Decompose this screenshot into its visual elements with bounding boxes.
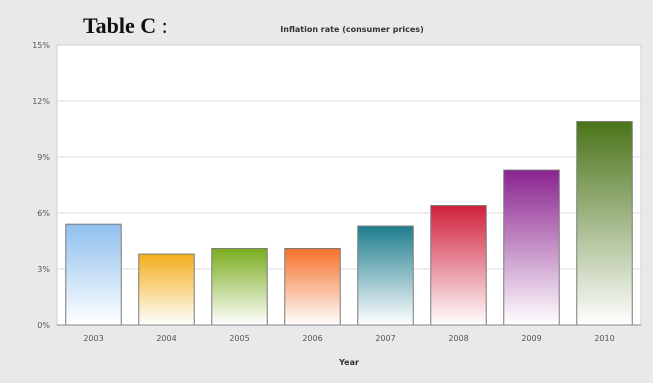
y-tick-label: 15% (32, 41, 50, 50)
y-axis-ticks: 0% 3% 6% 9% 12% 15% (32, 41, 50, 330)
bar-2009 (503, 169, 560, 326)
bars (57, 121, 641, 326)
x-axis-ticks: 2003 2004 2005 2006 2007 2008 2009 2010 (83, 334, 614, 343)
x-tick-label: 2003 (83, 334, 103, 343)
y-tick-label: 6% (37, 209, 50, 218)
x-axis-title: Year (338, 358, 359, 367)
table-label-prefix: Table C (83, 13, 157, 38)
bar-2010 (576, 121, 633, 326)
y-tick-label: 3% (37, 265, 50, 274)
y-tick-label: 12% (32, 97, 50, 106)
bar-2006 (284, 247, 341, 326)
x-tick-label: 2008 (448, 334, 468, 343)
bar-2003 (65, 223, 122, 326)
x-tick-label: 2006 (302, 334, 322, 343)
chart-title: Inflation rate (consumer prices) (280, 25, 423, 34)
y-tick-label: 9% (37, 153, 50, 162)
table-label-suffix: : (156, 13, 168, 38)
bar-2007 (357, 225, 414, 326)
x-tick-label: 2010 (594, 334, 614, 343)
x-tick-label: 2004 (156, 334, 176, 343)
bar-2008 (430, 205, 487, 326)
x-tick-label: 2005 (229, 334, 249, 343)
y-tick-label: 0% (37, 321, 50, 330)
x-tick-label: 2007 (375, 334, 395, 343)
table-label: Table C : (83, 15, 168, 37)
bar-2004 (138, 253, 195, 326)
x-tick-label: 2009 (521, 334, 541, 343)
bar-2005 (211, 247, 268, 326)
